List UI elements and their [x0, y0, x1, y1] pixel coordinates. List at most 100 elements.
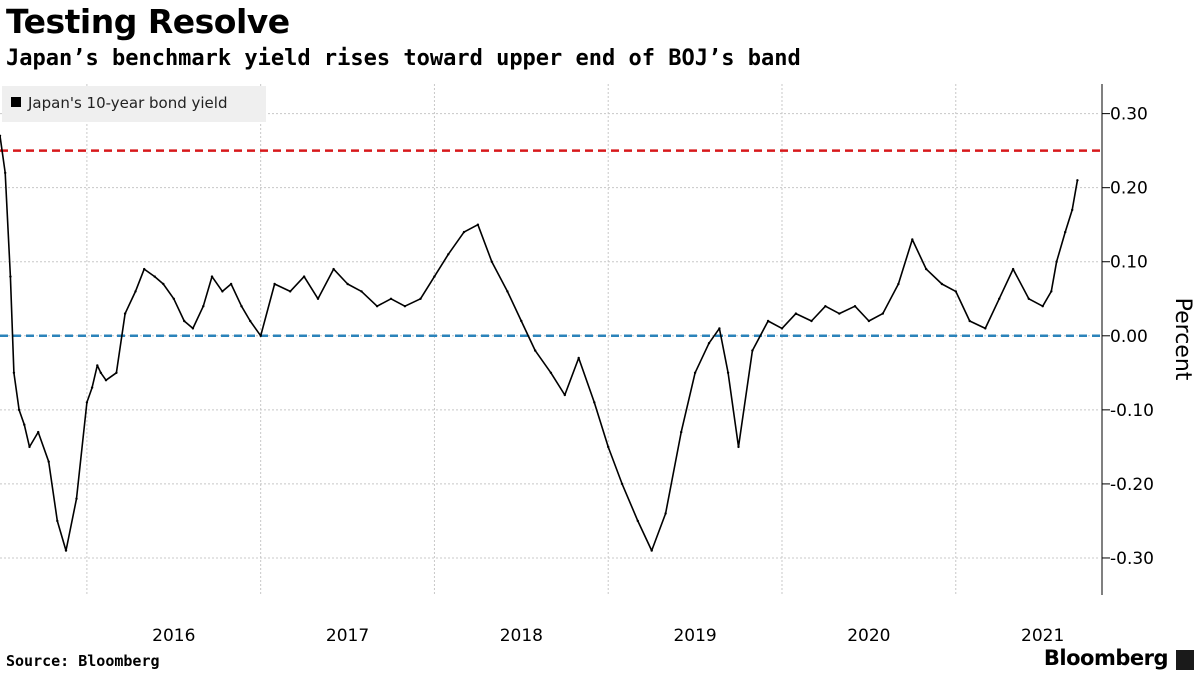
series-lines	[0, 134, 1079, 552]
x-tick-label-2: 2018	[500, 626, 543, 646]
data-point	[718, 327, 721, 330]
data-point	[221, 290, 224, 293]
data-point	[984, 327, 987, 330]
data-point	[240, 305, 243, 308]
y-tick-label-5: -0.20	[1110, 475, 1154, 495]
data-point	[12, 371, 16, 374]
data-point	[162, 282, 165, 286]
data-point	[680, 430, 683, 434]
data-point	[490, 260, 493, 263]
y-axis-title: Percent	[1170, 298, 1195, 381]
data-point	[104, 379, 108, 382]
data-point	[229, 282, 233, 286]
chart-title: Testing Resolve	[6, 2, 290, 41]
data-point	[1055, 260, 1058, 263]
data-point	[123, 312, 127, 315]
data-point	[346, 282, 349, 286]
data-point	[316, 297, 320, 300]
legend: Japan's 10-year bond yield	[2, 86, 266, 122]
x-tick-label-0: 2016	[152, 626, 195, 646]
grid-lines	[0, 84, 1100, 595]
data-point	[881, 312, 884, 315]
data-point	[911, 238, 914, 241]
data-point	[134, 290, 137, 293]
data-point	[726, 371, 730, 374]
data-point	[1064, 230, 1067, 234]
data-point	[751, 349, 754, 352]
data-point	[506, 290, 509, 293]
data-point	[447, 253, 450, 256]
data-point	[47, 460, 50, 463]
y-tick-label-3: 0.00	[1110, 327, 1148, 347]
data-point	[707, 342, 711, 345]
y-tick-label-0: 0.30	[1110, 105, 1148, 125]
data-point	[593, 401, 596, 404]
legend-entry-yield: Japan's 10-year bond yield	[27, 94, 227, 112]
data-point	[23, 423, 26, 426]
data-point	[577, 356, 580, 360]
data-point	[360, 290, 363, 293]
data-point	[867, 319, 871, 323]
data-point	[824, 305, 827, 308]
data-point	[1027, 297, 1031, 300]
x-tick-label-4: 2020	[847, 626, 890, 646]
data-point	[650, 549, 653, 552]
data-point	[462, 230, 466, 234]
data-point	[1050, 290, 1053, 293]
data-point	[853, 305, 857, 308]
x-axis-ticks: 2016 2017 2018 2019 2020 2021	[152, 626, 1064, 646]
data-point	[419, 297, 422, 300]
data-point	[96, 364, 99, 367]
data-point	[563, 393, 566, 397]
data-point	[940, 282, 944, 286]
x-tick-label-5: 2021	[1021, 626, 1064, 646]
y-axis: 0.30 0.20 0.10 0.00 -0.10 -0.20 -0.30	[1101, 84, 1154, 595]
data-point	[1076, 179, 1079, 182]
legend-box	[2, 86, 266, 122]
data-point	[664, 512, 667, 515]
data-point	[28, 445, 31, 449]
data-point	[766, 319, 770, 323]
data-point	[332, 267, 335, 271]
data-point	[403, 305, 407, 308]
data-point	[289, 290, 292, 293]
data-point	[954, 290, 957, 293]
data-point	[780, 327, 784, 330]
data-point	[433, 275, 436, 278]
data-point	[693, 371, 697, 374]
data-point	[838, 312, 841, 315]
x-tick-label-3: 2019	[673, 626, 716, 646]
data-point	[0, 134, 2, 137]
data-point	[210, 275, 214, 278]
brand-mark-icon	[1176, 650, 1194, 670]
data-point	[998, 297, 1001, 300]
data-point	[183, 319, 186, 323]
data-point	[143, 267, 146, 271]
data-point	[389, 297, 393, 300]
data-point	[90, 386, 94, 389]
data-point	[99, 371, 103, 374]
data-point	[172, 297, 175, 300]
data-point	[191, 327, 195, 330]
data-point	[794, 312, 798, 315]
data-point	[534, 349, 537, 352]
data-point	[115, 371, 118, 374]
data-point	[607, 445, 610, 449]
data-point	[897, 282, 900, 286]
data-point	[75, 497, 78, 500]
y-tick-label-1: 0.20	[1110, 179, 1148, 199]
data-point	[259, 334, 262, 337]
data-point	[520, 319, 523, 323]
data-point	[1011, 267, 1015, 271]
series-line-0	[0, 135, 1079, 552]
data-point	[549, 371, 553, 374]
y-tick-label-2: 0.10	[1110, 253, 1148, 273]
data-point	[375, 305, 379, 308]
data-point	[476, 223, 480, 226]
y-tick-label-6: -0.30	[1110, 549, 1154, 569]
chart-subtitle: Japan’s benchmark yield rises toward upp…	[6, 46, 801, 71]
source-note: Source: Bloomberg	[6, 652, 160, 670]
data-point	[153, 275, 156, 278]
data-point	[636, 519, 639, 523]
y-tick-label-4: -0.10	[1110, 401, 1154, 421]
